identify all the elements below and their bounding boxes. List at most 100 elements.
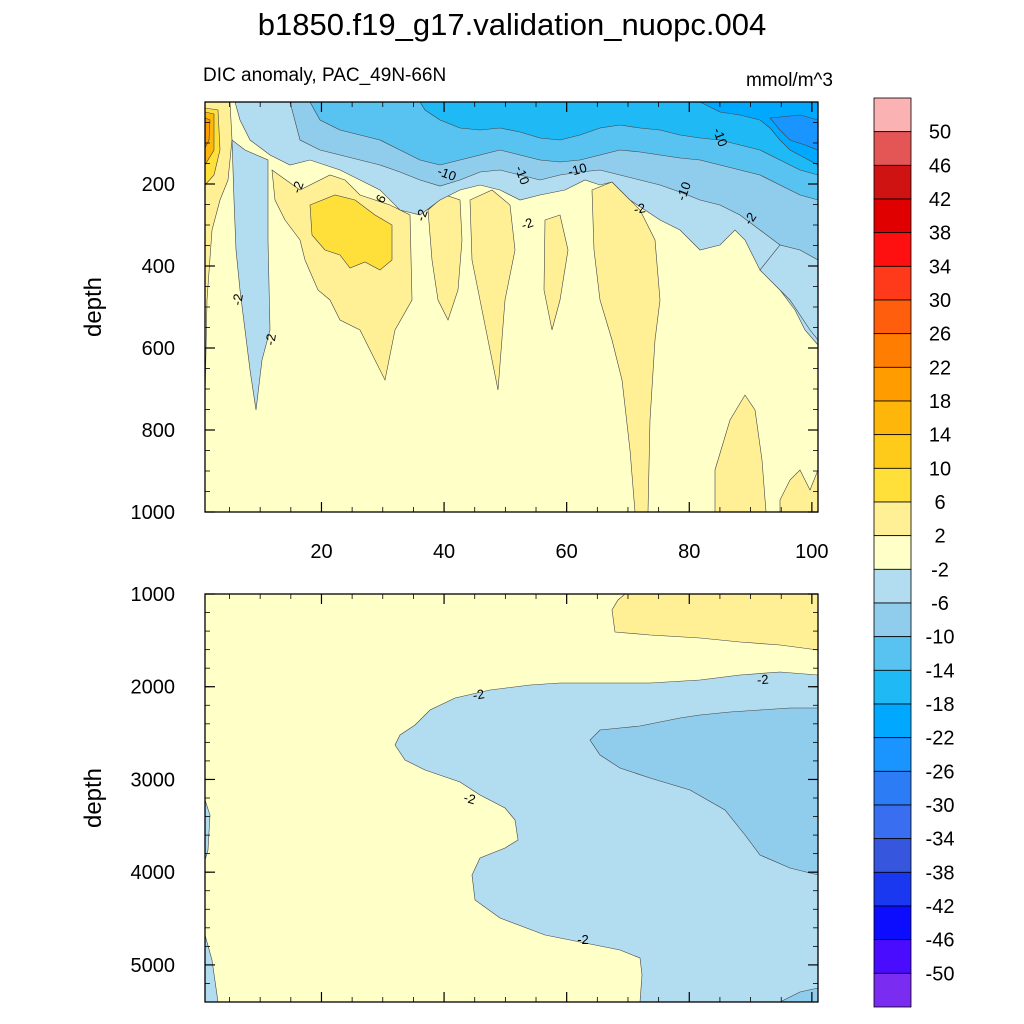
bottom-fill-neg-bl <box>205 934 219 1002</box>
colorbar-swatch <box>873 568 912 604</box>
colorbar-label: -14 <box>926 660 955 682</box>
colorbar-swatch <box>873 299 912 335</box>
y-tick-label: 3000 <box>131 769 176 791</box>
top-y-axis-label: depth <box>80 277 107 337</box>
colorbar-label: 34 <box>929 256 951 278</box>
colorbar-label: 14 <box>929 425 951 447</box>
contour-label: -2 <box>756 672 769 688</box>
colorbar-swatch <box>873 669 912 705</box>
colorbar-label: -38 <box>926 862 955 884</box>
y-tick-label: 1000 <box>131 502 176 524</box>
colorbar-swatch <box>873 501 912 537</box>
top-contour-fill <box>205 102 818 512</box>
colorbar-swatch <box>873 265 912 301</box>
colorbar-swatch <box>873 333 912 368</box>
y-tick-label: 5000 <box>131 955 176 977</box>
bottom-contour-labels: -2 -2 -2 -2 <box>462 672 769 947</box>
top-fill-pos-e <box>543 214 569 331</box>
colorbar-label: 46 <box>929 155 951 177</box>
contour-label: -2 <box>472 686 486 703</box>
x-tick-label: 60 <box>556 541 578 563</box>
colorbar-label: 26 <box>929 324 951 346</box>
colorbar-swatch <box>873 434 912 469</box>
contour-label: -2 <box>633 200 647 217</box>
contour-label: -10 <box>673 180 694 203</box>
contour-label: -2 <box>413 207 431 223</box>
colorbar-label: -50 <box>926 963 955 985</box>
x-tick-label: 100 <box>795 541 828 563</box>
colorbar-swatch <box>873 97 912 133</box>
contour-label: -10 <box>566 160 588 179</box>
colorbar-swatch <box>873 131 912 166</box>
x-tick-label: 40 <box>433 541 455 563</box>
colorbar-swatch <box>873 770 912 806</box>
top-fill-pos-f <box>591 181 661 512</box>
colorbar-swatch <box>873 636 912 671</box>
contour-label: -2 <box>262 333 279 347</box>
x-tick-label: 80 <box>678 541 700 563</box>
colorbar-swatch <box>873 400 912 436</box>
top-fill-pos-d <box>469 189 516 391</box>
colorbar-swatch <box>873 198 912 234</box>
top-fill-pos-h <box>779 469 818 512</box>
colorbar-swatch <box>873 232 912 267</box>
top-fill-pos-g <box>714 394 767 512</box>
colorbar-label: -30 <box>926 795 955 817</box>
colorbar-label: -22 <box>926 728 955 750</box>
top-panel: 200 400 600 800 1000 20 40 60 80 100 depth -2 -2 … <box>80 101 829 563</box>
chart-title: b1850.f19_g17.validation_nuopc.004 <box>258 7 767 42</box>
units-label: mmol/m^3 <box>746 70 833 91</box>
colorbar-swatch <box>873 703 912 739</box>
contour-label: -2 <box>462 790 477 807</box>
colorbar-label: 50 <box>929 122 951 144</box>
top-fill-6-a <box>309 194 393 271</box>
colorbar-swatch <box>873 939 912 974</box>
colorbar-swatch <box>873 535 912 570</box>
y-tick-label: 600 <box>142 338 175 360</box>
contour-label: -2 <box>229 293 246 307</box>
colorbar-swatch <box>873 737 912 772</box>
top-axes: 200 400 600 800 1000 20 40 60 80 100 <box>131 101 829 563</box>
colorbar-label: -18 <box>926 694 955 716</box>
top-contour-labels: -2 -2 -2 6 -2 -10 -10 -2 -10 -2 -10 -10 … <box>229 126 759 347</box>
bottom-axes: 1000 2000 3000 4000 5000 <box>131 584 818 1003</box>
top-fill-neg-14 <box>419 102 818 176</box>
contour-label: -2 <box>577 932 589 947</box>
y-tick-label: 400 <box>142 256 175 278</box>
bottom-fill-pos <box>611 594 818 651</box>
colorbar-swatch <box>873 871 912 907</box>
colorbar-label: -34 <box>926 829 955 851</box>
colorbar-swatch <box>873 467 912 503</box>
top-fill-neg-tongue <box>231 139 271 411</box>
top-fill-14 <box>205 117 211 149</box>
colorbar-label: -26 <box>926 761 955 783</box>
colorbar-swatch <box>873 838 912 873</box>
colorbar-swatch <box>873 905 912 941</box>
y-tick-label: 1000 <box>131 584 176 606</box>
colorbar-label: -42 <box>926 896 955 918</box>
contour-label: -10 <box>435 163 458 184</box>
colorbar-label: 42 <box>929 189 951 211</box>
y-tick-label: 2000 <box>131 677 176 699</box>
top-fill-pos-c <box>427 194 463 321</box>
colorbar-label: 22 <box>929 357 951 379</box>
colorbar: 50 46 42 38 34 30 26 22 18 14 10 6 2 -2 -6 -10 -14 -18 -22… <box>873 97 955 1008</box>
x-tick-label: 20 <box>310 541 332 563</box>
colorbar-swatch <box>873 972 912 1008</box>
colorbar-label: 6 <box>934 492 945 514</box>
bottom-contour-fill <box>205 594 818 1002</box>
colorbar-label: 18 <box>929 391 951 413</box>
colorbar-label: -10 <box>926 627 955 649</box>
colorbar-label: 38 <box>929 223 951 245</box>
bottom-fill-neg-br <box>779 987 818 1002</box>
colorbar-label: -6 <box>931 593 949 615</box>
colorbar-label: 30 <box>929 290 951 312</box>
contour-label: -2 <box>519 215 535 233</box>
bottom-y-axis-label: depth <box>80 768 107 828</box>
colorbar-swatch <box>873 366 912 402</box>
colorbar-label: 2 <box>934 526 945 548</box>
top-fill-neg-22 <box>769 114 818 151</box>
bottom-fill-neg-6 <box>589 707 818 876</box>
colorbar-swatch <box>873 804 912 840</box>
